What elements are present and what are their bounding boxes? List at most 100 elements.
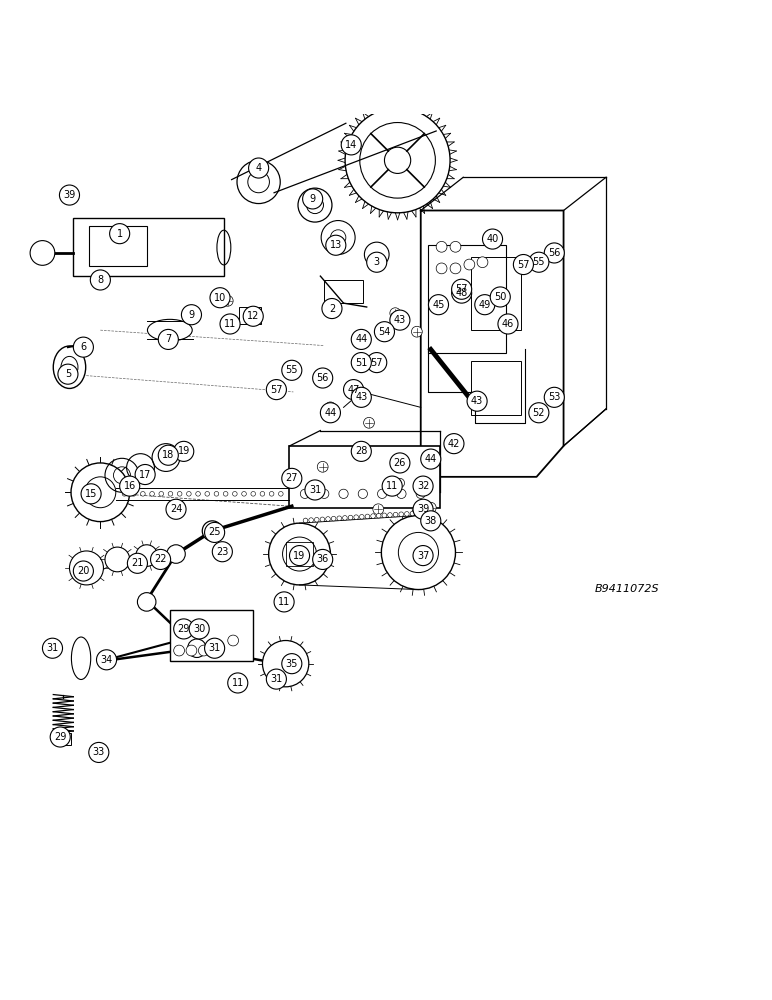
Circle shape [337,516,341,521]
Bar [290,446,440,508]
Text: B9411072S: B9411072S [594,584,659,594]
Circle shape [464,259,475,270]
Circle shape [290,546,310,566]
Circle shape [151,549,171,569]
Text: 11: 11 [232,678,244,688]
Circle shape [367,353,387,373]
Circle shape [166,499,186,519]
Circle shape [150,492,154,496]
Circle shape [186,645,197,656]
Circle shape [220,314,240,334]
Bar [286,542,313,566]
Circle shape [205,492,209,496]
Ellipse shape [147,319,192,341]
Circle shape [214,492,218,496]
Circle shape [397,489,406,498]
Text: 37: 37 [417,551,429,561]
Text: 18: 18 [162,450,174,460]
Text: 42: 42 [448,439,460,449]
Circle shape [242,492,246,496]
Circle shape [529,252,549,272]
Circle shape [303,189,323,209]
Bar [471,361,521,415]
Text: 29: 29 [54,732,66,742]
Text: 7: 7 [165,334,171,344]
Circle shape [452,279,472,299]
Circle shape [196,492,201,496]
Circle shape [269,492,274,496]
Circle shape [210,288,230,308]
Circle shape [371,514,375,518]
Text: 36: 36 [317,554,329,564]
Circle shape [73,337,93,357]
Text: 1: 1 [117,229,123,239]
Circle shape [159,492,164,496]
Circle shape [320,403,340,423]
Text: 52: 52 [533,408,545,418]
Circle shape [365,514,370,519]
Circle shape [251,492,256,496]
Text: 40: 40 [486,234,499,244]
Circle shape [158,445,178,465]
Circle shape [452,283,472,303]
Text: 24: 24 [170,504,182,514]
Circle shape [351,353,371,373]
Circle shape [356,387,367,397]
Circle shape [137,593,156,611]
Circle shape [513,255,533,275]
Text: 31: 31 [309,485,321,495]
Circle shape [313,549,333,569]
Circle shape [339,489,348,498]
Circle shape [425,502,436,513]
Text: 35: 35 [286,659,298,669]
Ellipse shape [71,637,90,679]
Bar [324,280,363,303]
Circle shape [187,492,191,496]
Text: 44: 44 [425,454,437,464]
Circle shape [475,295,495,315]
Text: 23: 23 [216,547,229,557]
Text: 5: 5 [65,369,71,379]
Text: 53: 53 [548,392,560,402]
Circle shape [232,492,237,496]
Circle shape [110,224,130,244]
Circle shape [374,322,394,342]
Bar [471,257,521,330]
Circle shape [315,373,326,383]
Circle shape [390,453,410,473]
Circle shape [120,476,140,496]
Text: 55: 55 [286,365,298,375]
Circle shape [377,513,381,518]
Text: 32: 32 [417,481,429,491]
Circle shape [364,417,374,428]
Text: 11: 11 [386,481,398,491]
Circle shape [269,523,330,585]
Text: 48: 48 [455,288,468,298]
Circle shape [421,449,441,469]
Circle shape [388,513,392,517]
Circle shape [300,489,310,498]
Circle shape [212,542,232,562]
Ellipse shape [53,346,86,388]
Text: 33: 33 [93,747,105,757]
Circle shape [228,673,248,693]
Text: 8: 8 [97,275,103,285]
Circle shape [395,478,405,488]
Circle shape [90,270,110,290]
Circle shape [378,489,387,498]
Circle shape [279,492,283,496]
Text: 50: 50 [494,292,506,302]
Text: 56: 56 [548,248,560,258]
Circle shape [351,441,371,461]
Text: 3: 3 [374,257,380,267]
Circle shape [544,387,564,407]
Circle shape [421,511,441,531]
Circle shape [174,619,194,639]
Circle shape [428,295,449,315]
Circle shape [326,517,330,521]
Circle shape [59,185,80,205]
Text: 28: 28 [355,446,367,456]
Text: 47: 47 [347,385,360,395]
Circle shape [490,292,501,303]
Text: 6: 6 [80,342,86,352]
